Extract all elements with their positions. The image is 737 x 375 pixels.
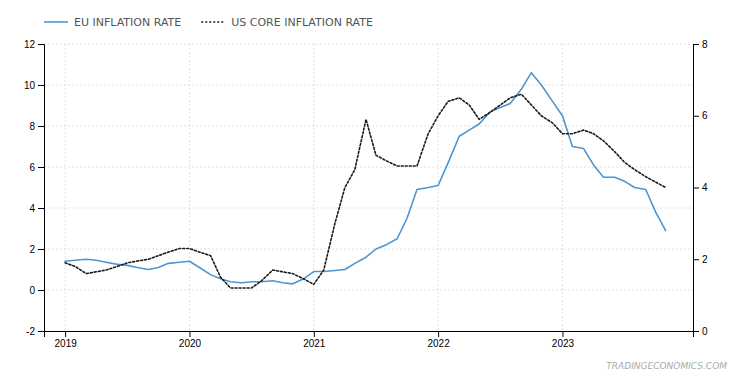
tick: 12 [24,39,44,50]
tick: 6 [29,162,44,173]
tick-label: 6 [702,110,708,121]
tick-label: -2 [26,326,35,337]
legend-item: EU INFLATION RATE [44,16,181,29]
tick: 2022 [427,331,450,349]
tick-mark [693,116,699,117]
grid-line [562,44,563,331]
chart: 2019 2020 2021 2022 2023 -2 0 2 4 6 8 10 12 0 2 4 6 8 EU I… [0,0,737,375]
tick-label: 8 [29,121,35,132]
legend-swatch [44,21,68,23]
grid-line [189,44,190,331]
y-axis: -2 0 2 4 6 8 10 12 [24,39,45,337]
series-line [65,94,666,288]
tick: 2019 [55,331,78,349]
axis-line [694,45,700,332]
tick-mark [38,44,44,45]
tick-mark [314,331,315,337]
tick-label: 0 [702,326,708,337]
lines [65,73,666,288]
tick-label: 2 [29,244,35,255]
grid-line [438,44,439,331]
tick: 4 [29,203,44,214]
tick-mark [693,259,699,260]
tick-mark [38,126,44,127]
tick-mark [65,331,66,337]
axis-line [45,332,694,338]
tick-label: 2 [702,254,708,265]
tick-mark [38,167,44,168]
tick: 2021 [303,331,326,349]
tick-mark [38,208,44,209]
tick-mark [438,331,439,337]
tick-mark [38,290,44,291]
y2-axis: 0 2 4 6 8 [693,39,708,337]
tick-mark [38,249,44,250]
tick: 4 [693,182,708,193]
tick-label: 2019 [55,338,78,349]
tick: 2020 [179,331,202,349]
tick-mark [693,331,699,332]
grid-line [44,249,693,250]
tick: 2023 [552,331,575,349]
legend: EU INFLATION RATE US CORE INFLATION RATE [44,16,373,29]
grid-line [44,44,693,45]
tick: 2 [693,254,708,265]
tick: 6 [693,110,708,121]
tick-label: 0 [29,285,35,296]
tick: 8 [29,121,44,132]
axis-line [38,45,45,332]
tick: 8 [693,39,708,50]
x-axis: 2019 2020 2021 2022 2023 [45,331,694,349]
grid-line [65,44,66,331]
tick-label: 2022 [427,338,450,349]
tick: 10 [24,80,44,91]
tick: 2 [29,244,44,255]
tick-label: 6 [29,162,35,173]
tick: 0 [693,326,708,337]
legend-label: US CORE INFLATION RATE [231,16,373,29]
legend-swatch [201,21,225,23]
tick-mark [693,188,699,189]
tick-label: 2023 [552,338,575,349]
tick: -2 [26,326,44,337]
legend-label: EU INFLATION RATE [74,16,181,29]
grid [44,44,693,331]
tick-mark [562,331,563,337]
tick-label: 2021 [303,338,326,349]
grid-line [44,85,693,86]
tick-mark [38,331,44,332]
tick-label: 12 [24,39,36,50]
legend-item: US CORE INFLATION RATE [201,16,373,29]
tick: 0 [29,285,44,296]
grid-line [44,208,693,209]
annotation: TRADINGECONOMICS.COM [606,361,727,371]
tick-label: 2020 [179,338,202,349]
grid-line [44,290,693,291]
series-line [65,73,666,284]
grid-line [313,44,314,331]
plot: 2019 2020 2021 2022 2023 -2 0 2 4 6 8 10 12 0 2 4 6 8 [24,39,708,349]
tick-label: 4 [702,182,708,193]
tick-mark [189,331,190,337]
tick-label: 4 [29,203,35,214]
tick-mark [38,85,44,86]
tick-label: 8 [702,39,708,50]
tick-label: 10 [24,80,36,91]
tick-mark [693,44,699,45]
